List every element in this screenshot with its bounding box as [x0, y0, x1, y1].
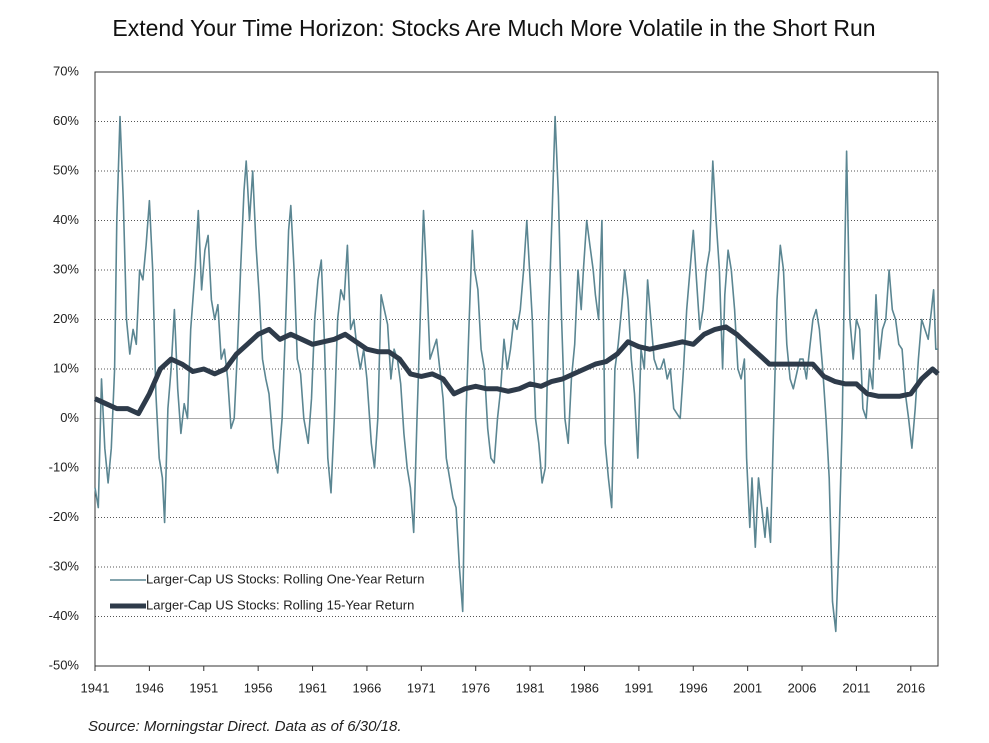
y-tick-label: 40% [53, 212, 79, 227]
x-tick-label: 1951 [189, 680, 218, 695]
legend-label: Larger-Cap US Stocks: Rolling One-Year R… [146, 571, 424, 586]
x-tick-label: 1981 [516, 680, 545, 695]
source-note: Source: Morningstar Direct. Data as of 6… [88, 718, 401, 735]
y-tick-label: 10% [53, 360, 79, 375]
series-line [93, 324, 940, 417]
y-tick-label: -10% [49, 459, 80, 474]
y-tick-label: 30% [53, 261, 79, 276]
x-tick-label: 1961 [298, 680, 327, 695]
series-line [94, 115, 938, 633]
legend-label: Larger-Cap US Stocks: Rolling 15-Year Re… [146, 597, 414, 612]
x-tick-label: 1976 [461, 680, 490, 695]
x-tick-label: 1996 [679, 680, 708, 695]
x-tick-label: 2001 [733, 680, 762, 695]
x-tick-label: 2011 [842, 680, 870, 695]
y-tick-label: -40% [49, 608, 80, 623]
x-tick-label: 2006 [788, 680, 817, 695]
y-tick-label: -20% [49, 509, 80, 524]
x-tick-label: 1946 [135, 680, 164, 695]
y-tick-label: 50% [53, 162, 79, 177]
y-tick-label: 0% [60, 410, 79, 425]
y-tick-label: 60% [53, 113, 79, 128]
y-tick-label: -30% [49, 558, 80, 573]
x-tick-label: 1966 [352, 680, 381, 695]
x-tick-label: 1986 [570, 680, 599, 695]
plot-frame [94, 71, 939, 667]
y-tick-label: 20% [53, 311, 79, 326]
x-tick-label: 1941 [81, 680, 110, 695]
x-tick-label: 1971 [407, 680, 436, 695]
y-tick-label: -50% [49, 657, 80, 672]
x-tick-label: 1956 [244, 680, 273, 695]
x-tick-label: 1991 [624, 680, 653, 695]
x-tick-label: 2016 [896, 680, 925, 695]
y-tick-label: 70% [53, 63, 79, 78]
chart-title: Extend Your Time Horizon: Stocks Are Muc… [112, 15, 875, 41]
